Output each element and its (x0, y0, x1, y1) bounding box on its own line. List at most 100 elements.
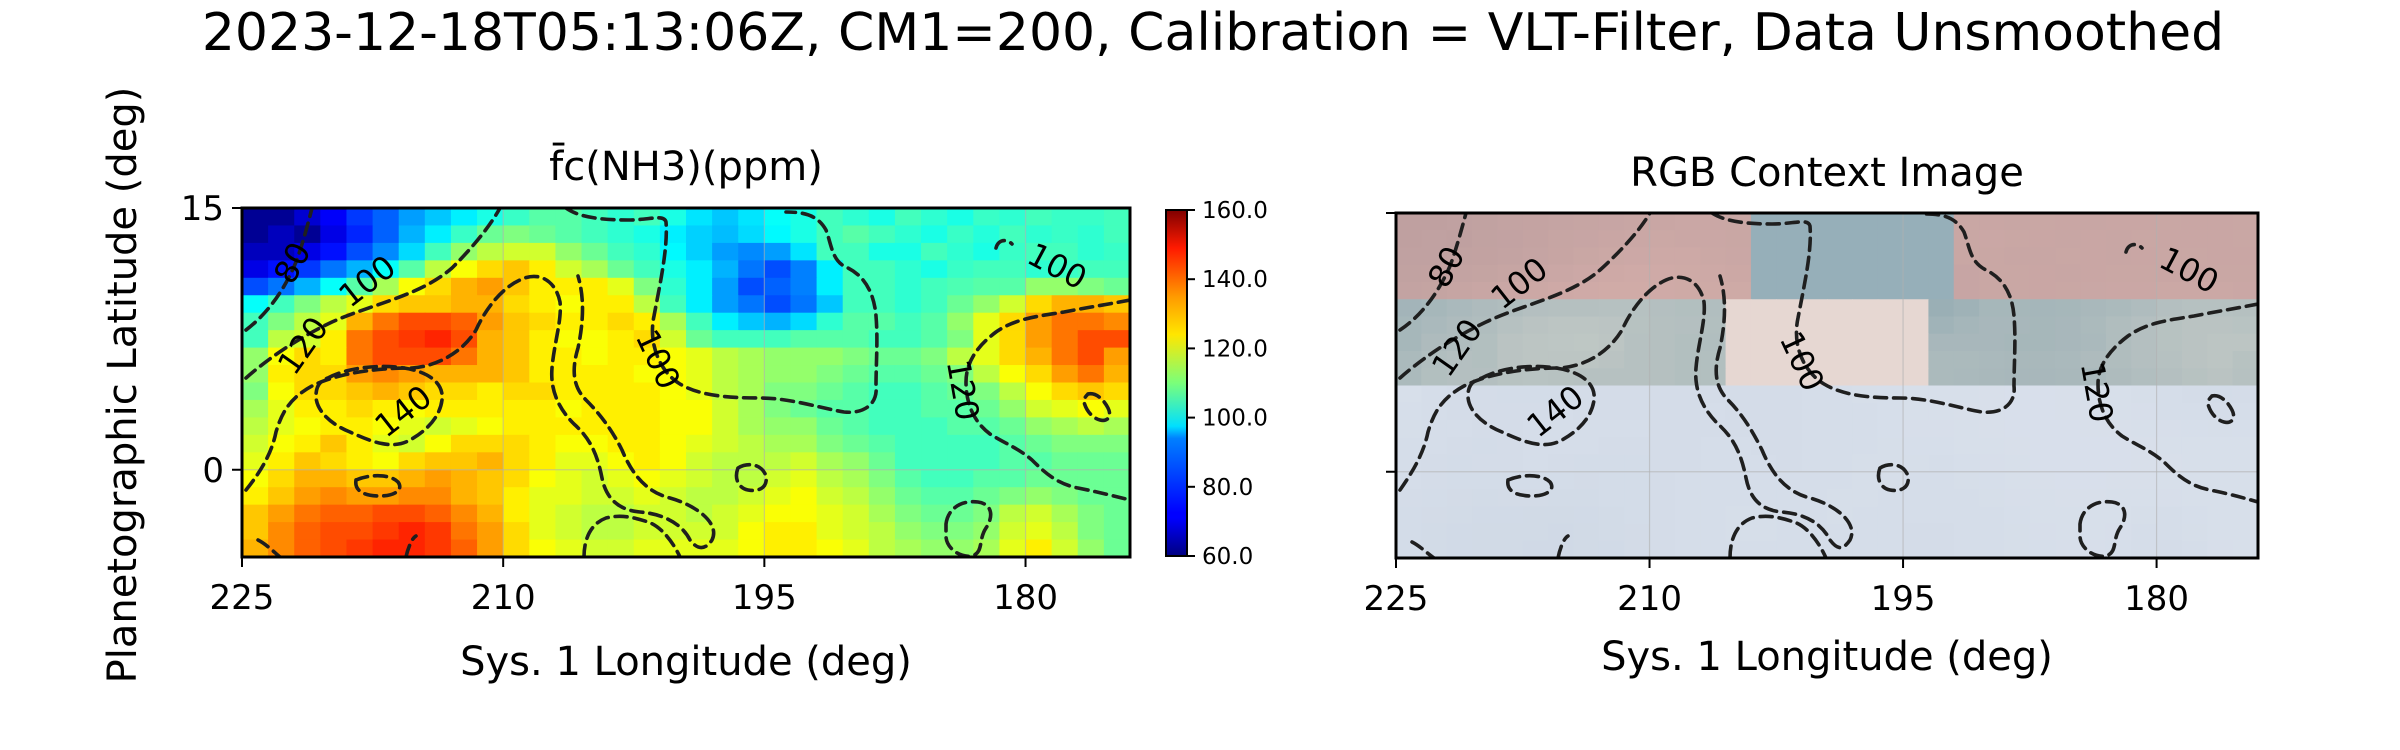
heatmap-cell (320, 330, 348, 349)
context-image-cell (1953, 368, 1980, 387)
context-image-cell (1674, 213, 1701, 231)
context-image-cell (2207, 282, 2234, 300)
context-image-cell (1446, 299, 1473, 318)
context-image-cell (2258, 282, 2284, 300)
heatmap-cell (686, 225, 713, 244)
heatmap-cell (868, 452, 896, 471)
context-image-cell (2080, 316, 2107, 335)
context-image-cell (2055, 264, 2082, 283)
heatmap-cell (921, 399, 948, 418)
heatmap-cell (450, 260, 478, 279)
heatmap-cell (712, 277, 739, 296)
heatmap-cell (712, 504, 739, 523)
context-image-cell (1877, 299, 1904, 318)
heatmap-cell (1130, 260, 1157, 278)
heatmap-cell (268, 522, 295, 541)
heatmap-cell (320, 242, 348, 261)
context-image-cell (1928, 420, 1955, 438)
heatmap-cell (503, 277, 530, 296)
context-image-cell (1801, 385, 1828, 404)
context-image-cell (2055, 489, 2082, 507)
heatmap-cell (842, 539, 870, 557)
context-image-cell (1953, 351, 1980, 369)
heatmap-cell (581, 365, 609, 384)
context-image-cell (1624, 454, 1651, 473)
context-image-cell (1928, 368, 1955, 387)
heatmap-cell (842, 382, 870, 401)
context-image-cell (1649, 437, 1676, 456)
heatmap-cell (294, 365, 321, 384)
heatmap-cell (346, 417, 374, 436)
context-image-cell (1649, 454, 1676, 473)
heatmap-cell (581, 452, 609, 471)
context-image-cell (1522, 540, 1549, 558)
heatmap-cell (894, 434, 922, 453)
heatmap-cell (894, 347, 922, 366)
heatmap-cell (581, 242, 609, 261)
context-image-cell (1700, 471, 1727, 490)
heatmap-cell (947, 522, 974, 541)
heatmap-cell (973, 242, 1001, 261)
context-image-cell (2004, 540, 2031, 558)
context-image-cell (2232, 264, 2258, 283)
context-image-cell (1725, 230, 1752, 249)
heatmap-cell (477, 399, 504, 418)
colorbar-tick-label: 80.0 (1202, 475, 1253, 501)
heatmap-cell (477, 277, 504, 296)
context-image-cell (1624, 316, 1651, 335)
context-image-cell (1750, 213, 1777, 231)
context-image-cell (2004, 489, 2031, 507)
context-image-cell (1776, 299, 1803, 318)
rgb-contours (1398, 213, 2258, 558)
context-image-cell (1979, 316, 2006, 335)
context-image-cell (1750, 264, 1777, 283)
heatmap-cell (816, 504, 844, 523)
context-image-cell (2055, 506, 2082, 525)
heatmap-cell (529, 434, 557, 453)
heatmap-cell (529, 452, 557, 471)
heatmap-cell (659, 312, 687, 331)
heatmap-cell (372, 522, 400, 541)
context-image-cell (1979, 351, 2006, 369)
context-image-cell (2004, 264, 2031, 283)
context-image-cell (1674, 420, 1701, 438)
heatmap-cell (921, 242, 948, 261)
heatmap-cell (607, 399, 635, 418)
heatmap-cell (921, 487, 948, 506)
context-image-cell (1827, 351, 1853, 369)
context-image-cell (2258, 541, 2284, 559)
heatmap-cell (816, 260, 844, 279)
context-image-cell (1396, 523, 1422, 542)
context-image-cell (2004, 420, 2031, 438)
contour-100-right (994, 238, 1014, 250)
context-image-cell (1700, 247, 1727, 266)
heatmap-cell (999, 277, 1027, 296)
heatmap-cell (921, 208, 948, 227)
context-image-cell (2258, 386, 2284, 404)
context-image-cell (1446, 351, 1473, 369)
context-image-cell (1979, 213, 2006, 231)
context-image-cell (1573, 333, 1600, 352)
context-image-cell (1598, 523, 1625, 542)
context-image-cell (1396, 213, 1422, 231)
context-image-cell (1649, 506, 1676, 525)
heatmap-cell (529, 260, 557, 279)
heatmap-cell (424, 452, 452, 471)
heatmap-cell (424, 382, 452, 401)
heatmap-cell (607, 469, 635, 488)
heatmap-cell (842, 260, 870, 279)
context-image-cell (2207, 523, 2234, 542)
heatmap-cell (659, 225, 687, 244)
heatmap-cell (503, 504, 530, 523)
context-image-cell (1598, 454, 1625, 473)
context-image-cell (1827, 230, 1853, 249)
context-image-cell (1877, 489, 1904, 507)
heatmap-cell (477, 260, 504, 279)
context-image-cell (1928, 351, 1955, 369)
heatmap-cell (686, 330, 713, 349)
context-image-cell (2207, 540, 2234, 558)
context-image-cell (2156, 437, 2183, 456)
heatmap-cell (503, 382, 530, 401)
heatmap-cell (633, 469, 661, 488)
context-image-cell (1472, 385, 1499, 404)
